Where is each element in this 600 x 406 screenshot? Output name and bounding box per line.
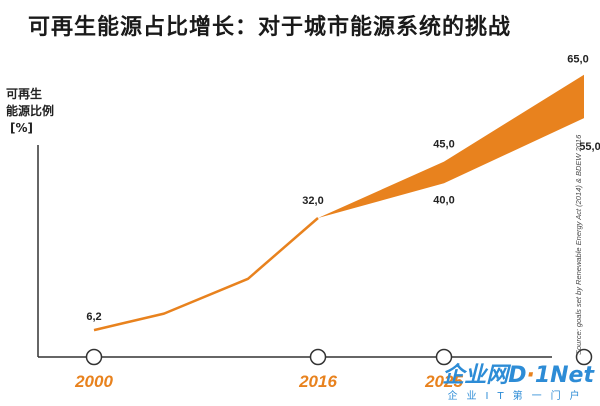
x-tick-label-2: 2025 — [424, 372, 463, 391]
data-label-0: 6,2 — [86, 311, 101, 323]
y-axis-label-line-0: 可再生 — [6, 86, 42, 101]
data-label-5: 55,0 — [579, 141, 600, 153]
y-axis-label-line-1: 能源比例 — [6, 103, 54, 118]
series-line — [93, 217, 319, 332]
watermark-slogan: 企业IT第一门户 — [447, 391, 589, 402]
data-label-3: 40,0 — [433, 194, 454, 206]
x-tick-label-0: 2000 — [74, 372, 113, 391]
chart-title: 可再生能源占比增长：对于城市能源系统的挑战 — [28, 15, 512, 40]
watermark-logo: 企业网D·1Net 企业IT第一门户 — [442, 363, 594, 402]
axis-marker-2 — [435, 348, 453, 366]
data-label-4: 65,0 — [567, 54, 588, 66]
data-label-1: 32,0 — [302, 195, 323, 207]
watermark-text-a: 企业网 — [442, 363, 509, 388]
source-note: Source: goals set by Renewable Energy Ac… — [574, 134, 583, 355]
y-axis-label-line-2: [%] — [10, 121, 33, 135]
axis-marker-0 — [85, 348, 103, 366]
watermark-text-b: D — [508, 363, 527, 388]
data-label-2: 45,0 — [433, 139, 454, 151]
watermark-text-c: 1Net — [534, 363, 594, 388]
axis-marker-3 — [575, 348, 593, 366]
axis-marker-1 — [309, 348, 327, 366]
x-tick-label-1: 2016 — [298, 372, 337, 391]
